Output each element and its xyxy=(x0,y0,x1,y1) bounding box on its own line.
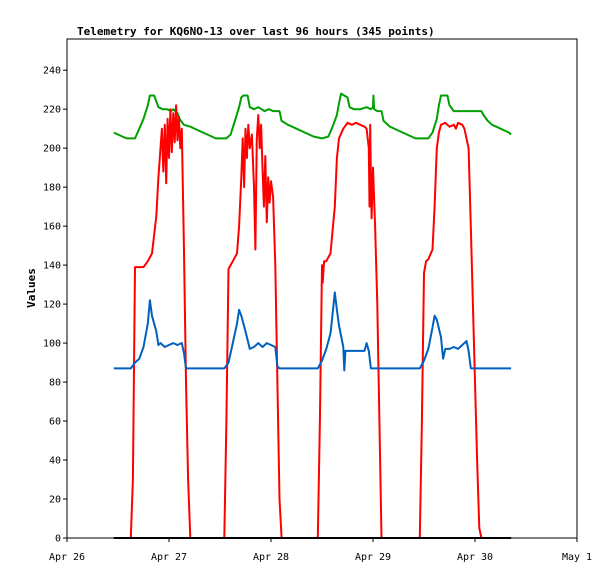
y-axis-label: Values xyxy=(25,268,38,308)
y-tick-label-11: 220 xyxy=(43,105,61,116)
y-tick-label-0: 0 xyxy=(55,534,61,545)
y-tick-label-9: 180 xyxy=(43,183,61,194)
x-tick-label-3: Apr 29 xyxy=(355,552,391,563)
y-tick-label-3: 60 xyxy=(49,417,61,428)
series-line-0 xyxy=(113,92,512,140)
y-tick-label-7: 140 xyxy=(43,261,61,272)
y-axis: 0 20 40 60 80 100 120 140 160 180 200 220 240 xyxy=(43,66,67,545)
x-axis: Apr 26 Apr 27 Apr 28 Apr 29 Apr 30 May 1 xyxy=(49,538,592,563)
y-tick-label-4: 80 xyxy=(49,378,61,389)
series-line-1 xyxy=(113,104,512,539)
y-tick-label-10: 200 xyxy=(43,144,61,155)
x-tick-label-2: Apr 28 xyxy=(253,552,289,563)
x-tick-label-1: Apr 27 xyxy=(151,552,187,563)
y-tick-label-5: 100 xyxy=(43,339,61,350)
x-tick-label-0: Apr 26 xyxy=(49,552,85,563)
y-tick-label-12: 240 xyxy=(43,66,61,77)
y-tick-label-2: 40 xyxy=(49,456,61,467)
chart-title: Telemetry for KQ6NO-13 over last 96 hour… xyxy=(77,25,435,38)
x-tick-label-5: May 1 xyxy=(562,552,592,563)
series-layer xyxy=(113,92,512,539)
y-tick-label-6: 120 xyxy=(43,300,61,311)
y-tick-label-8: 160 xyxy=(43,222,61,233)
x-tick-label-4: Apr 30 xyxy=(457,552,493,563)
series-line-2 xyxy=(113,291,512,372)
y-tick-label-1: 20 xyxy=(49,495,61,506)
